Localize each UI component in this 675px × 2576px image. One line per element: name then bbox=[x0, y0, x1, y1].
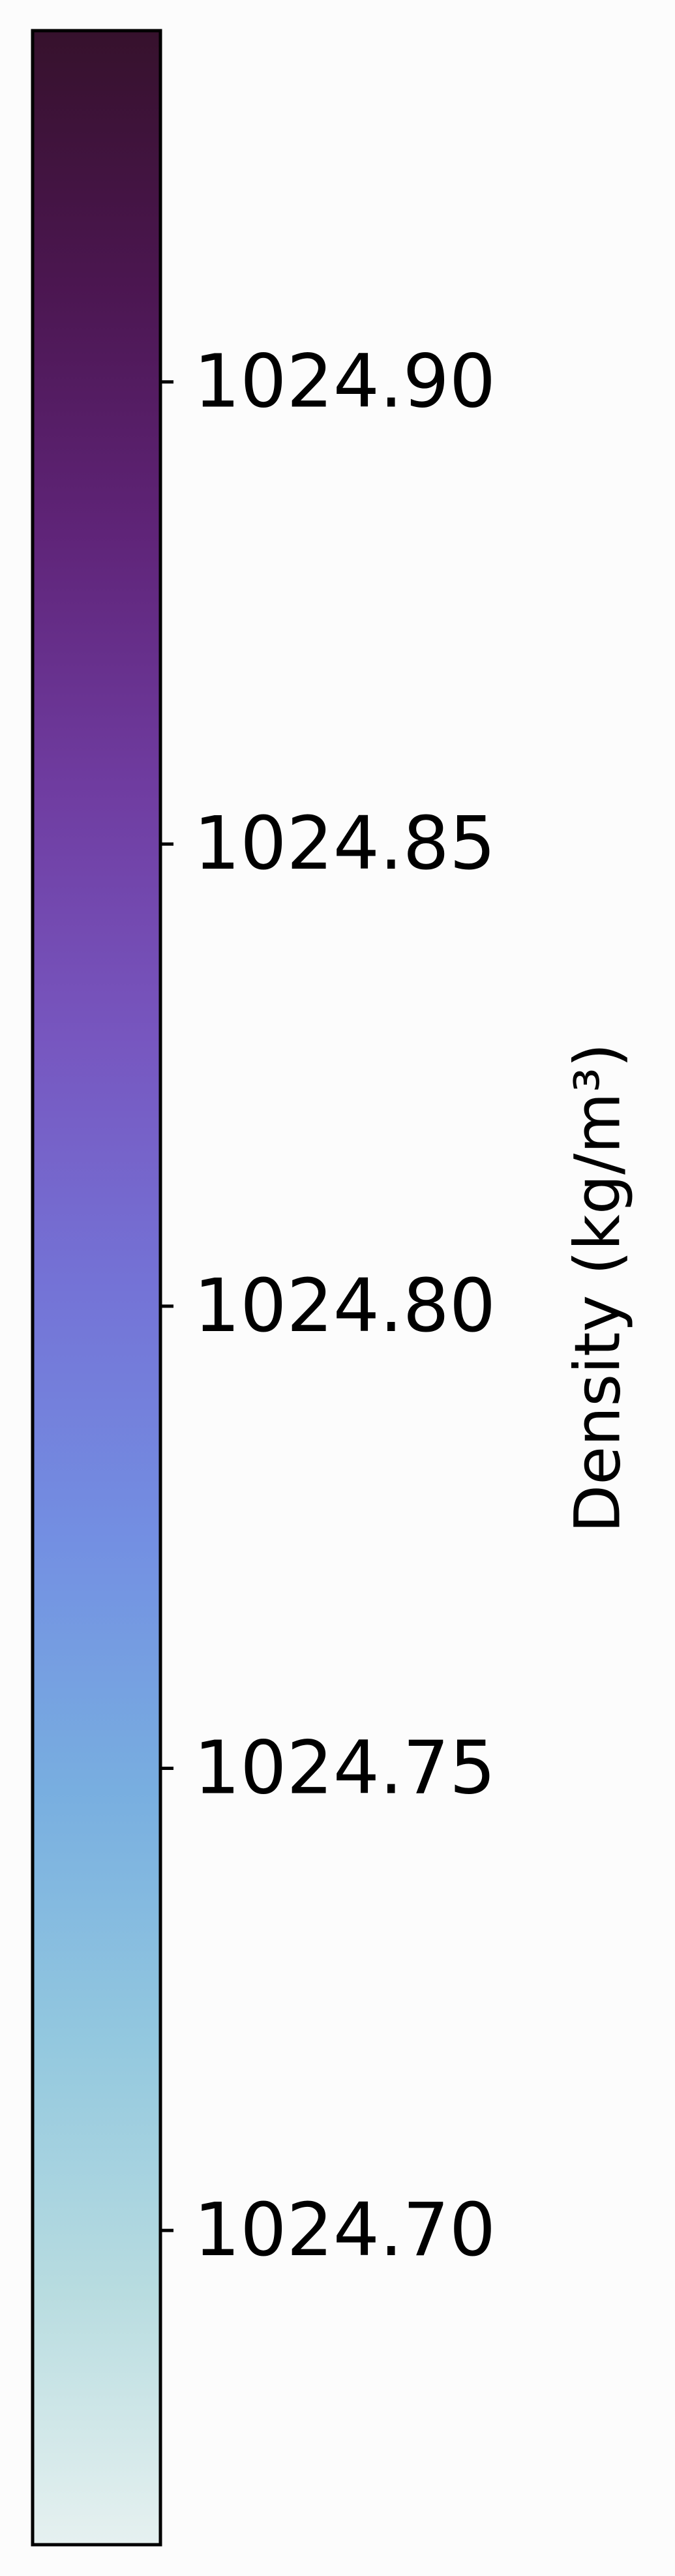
colorbar-frame bbox=[31, 29, 162, 2547]
colorbar-label: Density (kg/m³) bbox=[561, 1043, 634, 1533]
colorbar-fill bbox=[33, 31, 160, 2545]
tick-label: 1024.70 bbox=[194, 2188, 496, 2273]
tick-label: 1024.80 bbox=[194, 1264, 496, 1349]
tick-label: 1024.85 bbox=[194, 801, 496, 886]
tick-label: 1024.90 bbox=[194, 340, 496, 425]
tick-label: 1024.75 bbox=[194, 1726, 496, 1810]
colorbar-ticks: 1024.70 1024.75 1024.80 1024.85 1024.90 bbox=[160, 340, 496, 2273]
